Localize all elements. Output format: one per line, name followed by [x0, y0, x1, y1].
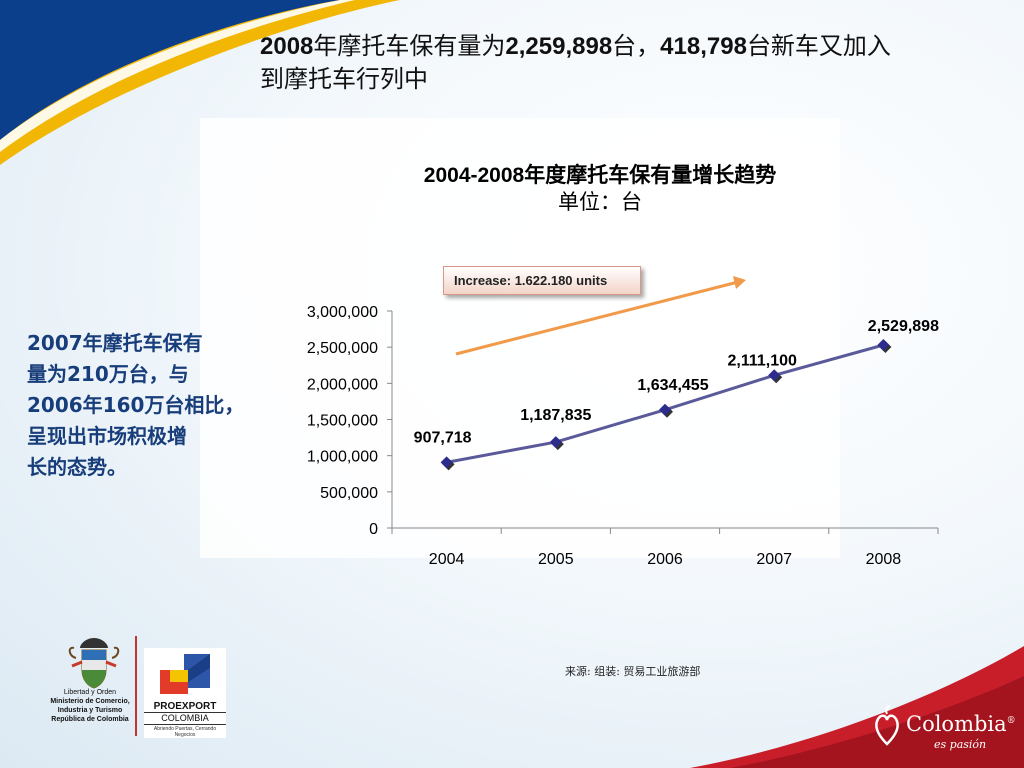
- headline-line-1: 2008年摩托车保有量为2,259,898台，418,798台新车又加入: [260, 30, 1020, 63]
- headline-total: 2,259,898: [505, 33, 613, 60]
- ministry-line: Libertad y Orden: [63, 689, 117, 696]
- data-label: 907,718: [414, 429, 472, 446]
- data-point: [768, 369, 781, 382]
- x-tick-label: 2004: [429, 551, 465, 568]
- x-tick-label: 2008: [866, 551, 902, 568]
- side-note-line: 2007年摩托车保有: [27, 331, 203, 355]
- side-note-line: 2006年160万台相比，: [27, 393, 245, 417]
- proexport-logo: PROEXPORT COLOMBIA Abriendo Puertas, Cer…: [144, 648, 226, 738]
- ministry-line: República de Colombia: [51, 716, 129, 723]
- y-tick-label: 2,500,000: [307, 340, 378, 357]
- data-label: 1,187,835: [520, 407, 591, 424]
- x-tick-label: 2005: [538, 551, 574, 568]
- slide-headline: 2008年摩托车保有量为2,259,898台，418,798台新车又加入 到摩托…: [260, 30, 1020, 95]
- colombia-coat-of-arms-icon: [68, 638, 120, 689]
- series-line: [446, 343, 884, 464]
- data-label: 1,634,455: [637, 377, 708, 394]
- logo-divider: [135, 636, 137, 736]
- bottom-right-band: [690, 646, 1024, 768]
- source-note: 来源: 组装: 贸易工业旅游部: [565, 665, 701, 678]
- y-tick-label: 3,000,000: [307, 304, 378, 321]
- colombia-brand-name: Colombia: [906, 712, 1007, 736]
- chart-subtitle: 单位：台: [558, 190, 642, 214]
- colombia-tagline: es pasión: [934, 738, 987, 751]
- colombia-trademark: ®: [1006, 716, 1016, 726]
- side-note-line: 呈现出市场积极增: [27, 424, 187, 448]
- headline-text-c: 台新车又加入: [746, 32, 891, 60]
- side-note: 2007年摩托车保有 量为210万台，与 2006年160万台相比， 呈现出市场…: [27, 328, 259, 483]
- y-tick-label: 1,500,000: [307, 413, 378, 430]
- proexport-country: COLOMBIA: [144, 712, 226, 725]
- headline-line-2: 到摩托车行列中: [260, 65, 428, 93]
- data-label: 2,529,898: [868, 318, 939, 335]
- chart-title: 2004-2008年度摩托车保有量增长趋势: [423, 164, 777, 187]
- proexport-tagline: Abriendo Puertas, Cerrando Negocios: [153, 726, 217, 738]
- ministry-line: Industria y Turismo: [57, 707, 123, 714]
- colombia-heart-icon: [875, 705, 899, 746]
- headline-new: 418,798: [660, 33, 747, 60]
- x-tick-label: 2007: [756, 551, 792, 568]
- increase-callout: Increase: 1.622.180 units: [443, 266, 641, 295]
- data-point: [877, 339, 890, 352]
- trend-arrow-head: [733, 276, 746, 289]
- data-point: [549, 436, 562, 449]
- data-point: [440, 456, 453, 469]
- headline-year: 2008: [260, 33, 314, 60]
- colombia-brand: Colombia®: [906, 712, 1016, 736]
- ministry-line: Ministerio de Comercio,: [50, 698, 130, 705]
- y-tick-label: 0: [369, 521, 378, 538]
- proexport-name: PROEXPORT: [153, 701, 217, 712]
- y-tick-label: 1,000,000: [307, 449, 378, 466]
- y-tick-label: 2,000,000: [307, 376, 378, 393]
- headline-text-a: 年摩托车保有量为: [313, 32, 506, 60]
- corner-blue-swoosh: [0, 0, 340, 140]
- side-note-line: 长的态势。: [27, 455, 127, 479]
- chart-title-block: 2004-2008年度摩托车保有量增长趋势 单位：台: [330, 162, 870, 216]
- ministry-logo-text: Libertad y Orden Ministerio de Comercio,…: [38, 688, 142, 724]
- x-tick-label: 2006: [647, 551, 683, 568]
- data-label: 2,111,100: [727, 352, 797, 369]
- proexport-cube-icon: [160, 654, 210, 694]
- headline-text-b: 台，: [612, 32, 661, 60]
- trend-arrow-line: [455, 280, 739, 356]
- side-note-line: 量为210万台，与: [27, 362, 189, 386]
- corner-decoration: [0, 0, 400, 165]
- y-tick-label: 500,000: [320, 485, 378, 502]
- data-point: [659, 403, 671, 416]
